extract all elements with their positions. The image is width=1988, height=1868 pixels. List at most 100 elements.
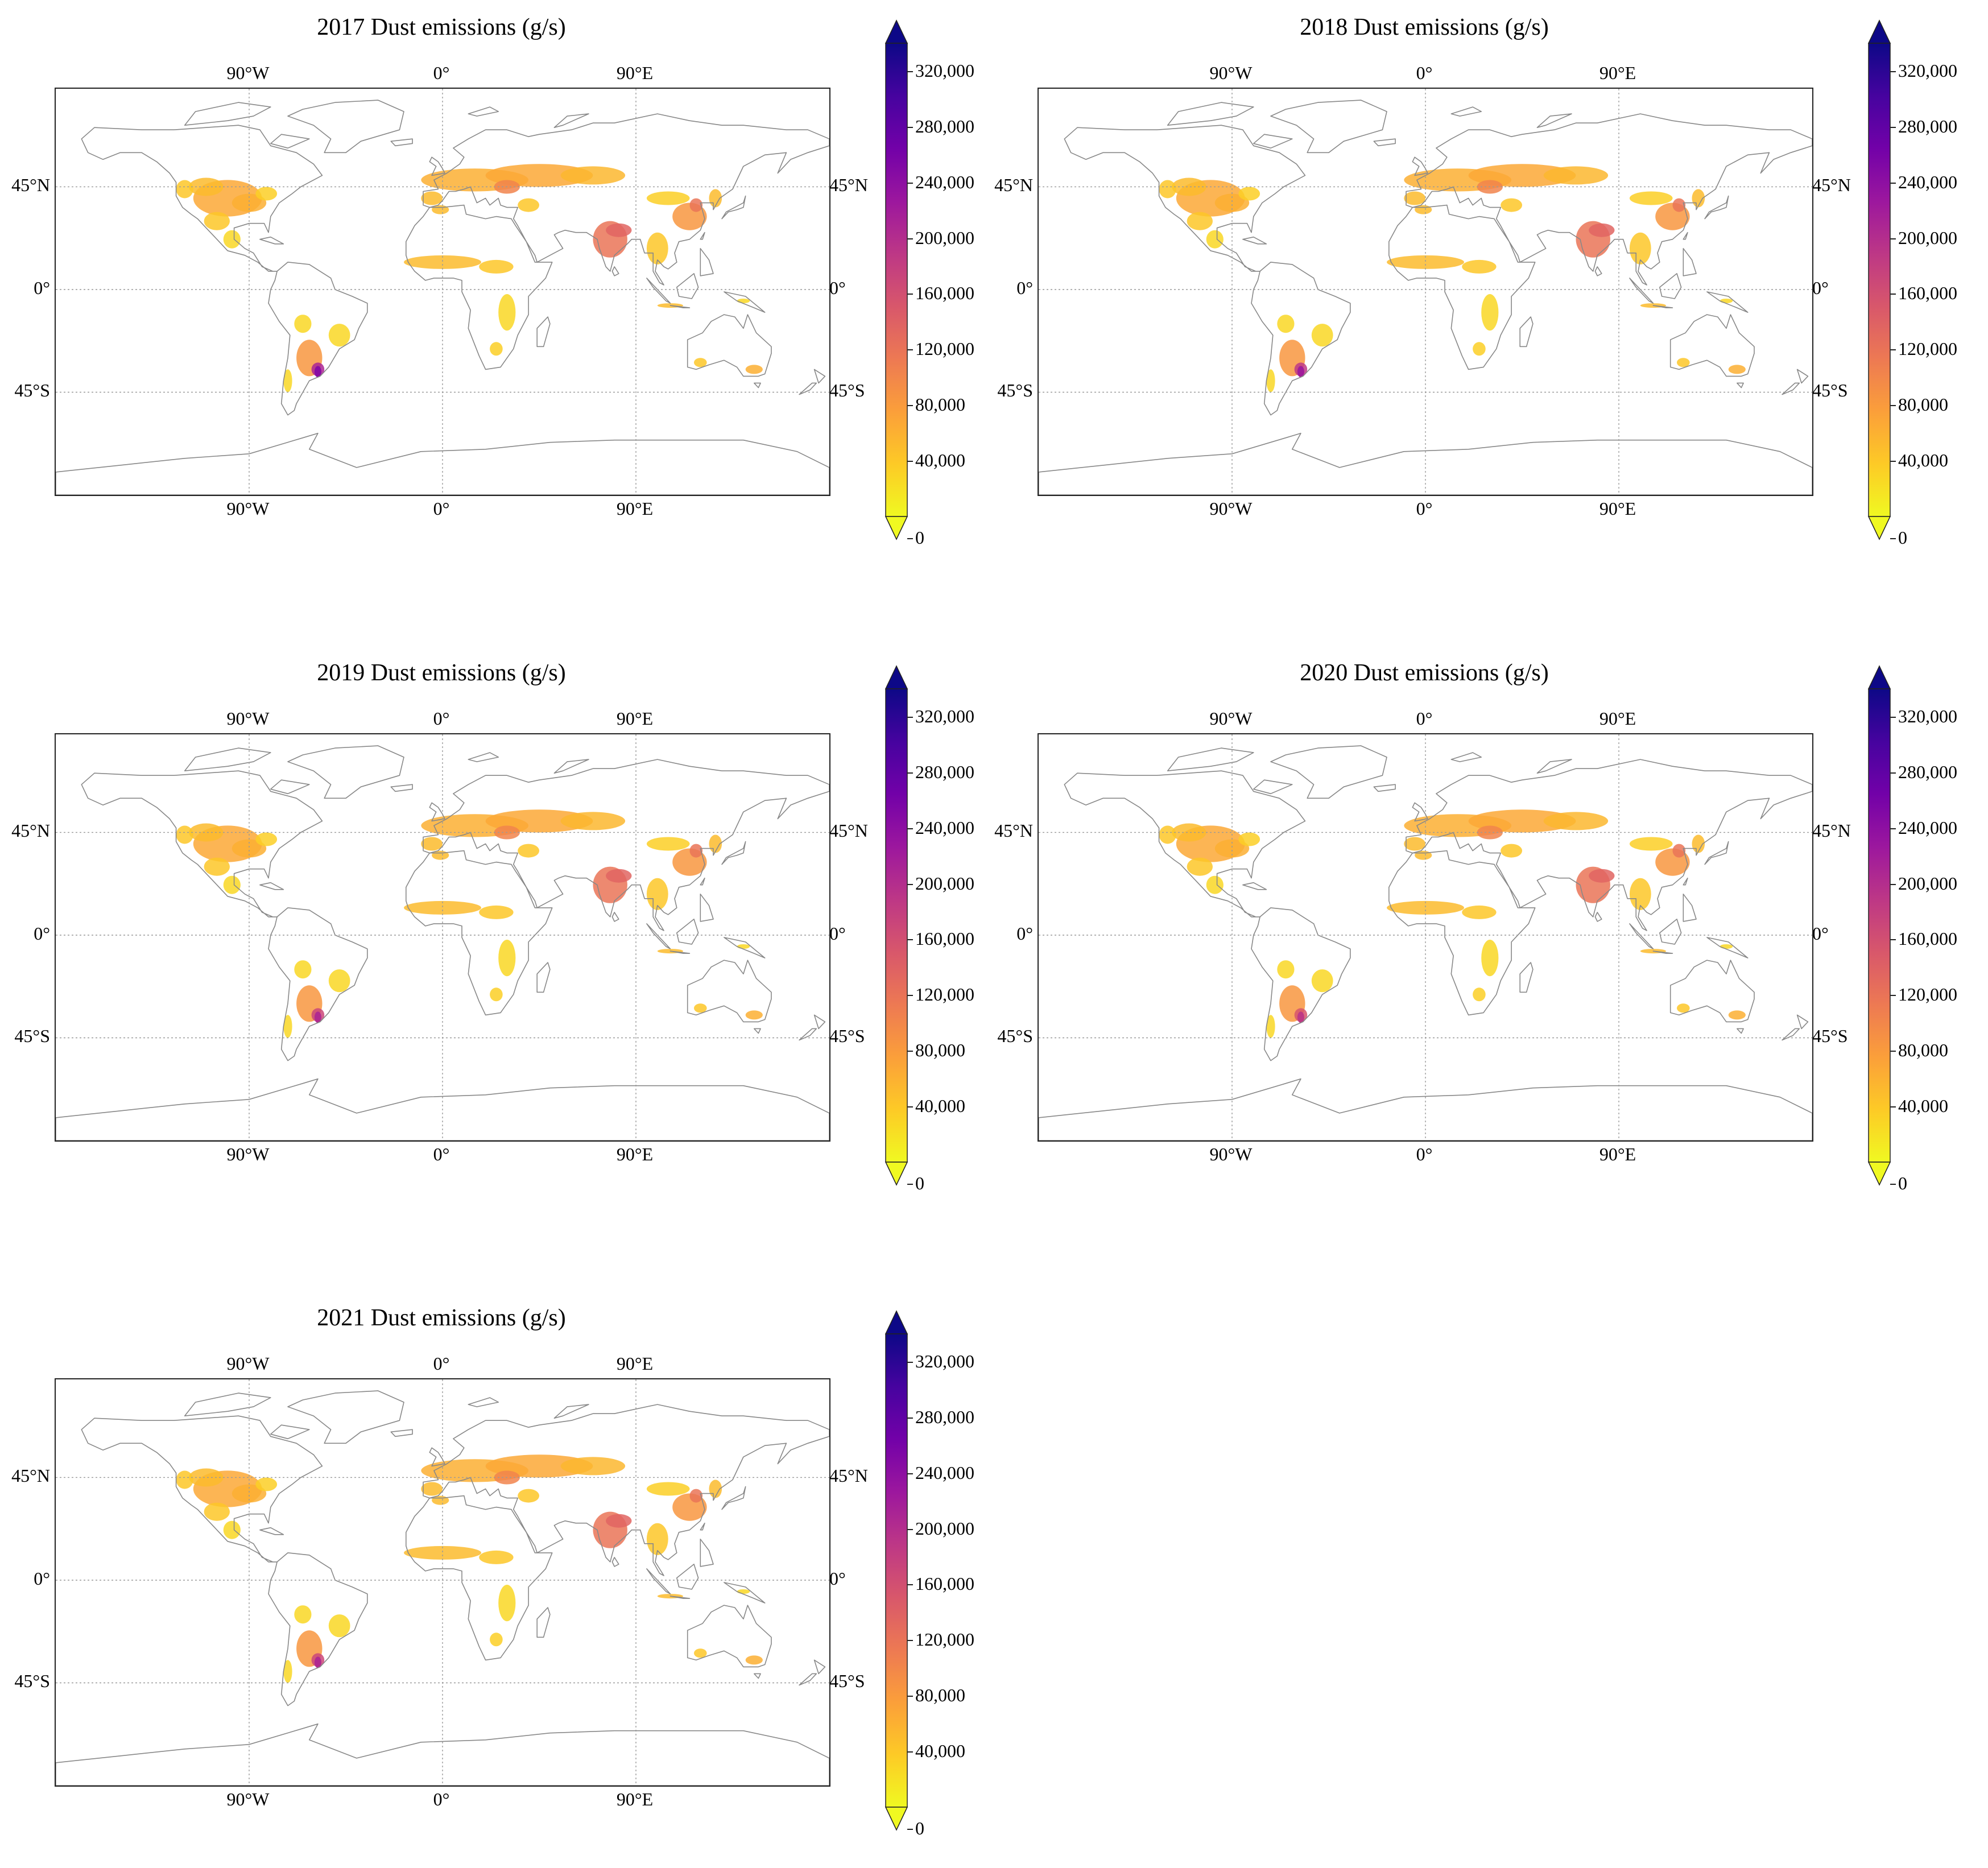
latitude-label-right: 45°S bbox=[1812, 380, 1848, 401]
colorbar-tick-label: 40,000 bbox=[1898, 450, 1948, 471]
dust-region bbox=[255, 832, 278, 846]
colorbar-graphic bbox=[885, 1310, 908, 1831]
dust-region bbox=[689, 198, 703, 212]
longitude-label: 0° bbox=[433, 498, 450, 519]
dust-region bbox=[1543, 812, 1609, 830]
colorbar-extend-max bbox=[885, 19, 908, 44]
map-title: 2020 Dust emissions (g/s) bbox=[1300, 660, 1549, 686]
coastline bbox=[646, 923, 671, 949]
longitude-label: 90°W bbox=[226, 1144, 270, 1164]
coastline bbox=[813, 1659, 826, 1675]
coastline bbox=[1659, 273, 1682, 299]
dust-region bbox=[745, 1010, 763, 1020]
coastline bbox=[1652, 305, 1673, 308]
dust-region bbox=[328, 1614, 350, 1638]
dust-region bbox=[1728, 365, 1746, 374]
longitude-label: 90°E bbox=[616, 63, 654, 83]
dust-region bbox=[204, 1502, 230, 1521]
coastline bbox=[1796, 1014, 1809, 1030]
colorbar-tick-label: 40,000 bbox=[1898, 1096, 1948, 1117]
dust-layer bbox=[176, 809, 763, 1038]
dust-region bbox=[1311, 969, 1333, 993]
colorbar-tickmark bbox=[907, 772, 913, 774]
dust-region bbox=[404, 900, 481, 915]
dust-region bbox=[1238, 187, 1260, 201]
coastlines bbox=[1039, 745, 1812, 1140]
coastline bbox=[1536, 759, 1572, 774]
coastline bbox=[1251, 907, 1351, 1061]
dust-region bbox=[176, 1470, 193, 1489]
coastline bbox=[1519, 962, 1534, 993]
dust-region bbox=[1387, 900, 1464, 915]
coastline bbox=[724, 1582, 766, 1603]
dust-region bbox=[1277, 315, 1295, 333]
longitude-label: 90°E bbox=[616, 1144, 654, 1164]
longitude-label: 0° bbox=[433, 708, 450, 729]
coastline bbox=[468, 1397, 499, 1407]
dust-region bbox=[404, 255, 481, 269]
colorbar-extend-min bbox=[885, 1807, 908, 1831]
coastline bbox=[1388, 850, 1536, 1016]
colorbar-tick-label: 240,000 bbox=[915, 1462, 974, 1483]
longitude-label: 90°W bbox=[1209, 708, 1253, 729]
coastlines bbox=[1039, 100, 1812, 495]
coastline bbox=[406, 204, 553, 370]
colorbar-tick-label: 160,000 bbox=[1898, 283, 1957, 304]
dust-layer bbox=[1159, 164, 1746, 392]
longitude-label: 90°E bbox=[1599, 498, 1636, 519]
coastline bbox=[390, 138, 413, 147]
colorbar-tick-label: 200,000 bbox=[1898, 873, 1957, 894]
dust-region bbox=[204, 212, 230, 230]
coastlines bbox=[56, 745, 829, 1140]
dust-region bbox=[737, 299, 750, 303]
map-canvas bbox=[1039, 734, 1812, 1140]
coastline bbox=[1167, 747, 1254, 771]
colorbar-tickmark bbox=[1890, 126, 1896, 128]
longitude-label: 90°E bbox=[616, 708, 654, 729]
colorbar-tickmark bbox=[1890, 1051, 1896, 1052]
dust-region bbox=[490, 987, 503, 1002]
coastline bbox=[1706, 937, 1749, 958]
coastline bbox=[423, 759, 829, 931]
coastline bbox=[1629, 923, 1654, 949]
colorbar-tickmark bbox=[1890, 71, 1896, 72]
colorbar-tick-label: 280,000 bbox=[915, 761, 974, 782]
coastline bbox=[700, 894, 714, 922]
colorbar-body bbox=[1868, 688, 1891, 1163]
colorbar-extend-max bbox=[1867, 665, 1891, 689]
coastline bbox=[799, 1028, 817, 1041]
colorbar-tick-label: 120,000 bbox=[915, 984, 974, 1005]
coastline bbox=[406, 850, 553, 1016]
coastline bbox=[1039, 1078, 1812, 1140]
colorbar-tickmark bbox=[1890, 1106, 1896, 1108]
dust-region bbox=[283, 369, 292, 392]
dust-region bbox=[646, 191, 690, 205]
coastline bbox=[259, 882, 284, 890]
coastline bbox=[268, 907, 368, 1061]
coastline bbox=[81, 125, 323, 272]
colorbar-graphic bbox=[1867, 665, 1891, 1186]
coastline bbox=[1782, 1028, 1800, 1041]
dust-region bbox=[498, 1585, 516, 1622]
colorbar-extend-min bbox=[1867, 516, 1891, 540]
dust-region bbox=[1159, 825, 1176, 844]
coastline bbox=[1412, 156, 1428, 176]
colorbar-tick-label: 0 bbox=[915, 1173, 924, 1193]
dust-region bbox=[498, 294, 516, 331]
map-title: 2021 Dust emissions (g/s) bbox=[317, 1305, 566, 1331]
dust-region bbox=[1462, 905, 1497, 919]
colorbar-tickmark bbox=[907, 1751, 913, 1753]
longitude-label: 90°W bbox=[1209, 1144, 1253, 1164]
dust-region bbox=[560, 166, 626, 185]
coastline bbox=[1659, 919, 1682, 945]
colorbar-body bbox=[1868, 43, 1891, 517]
colorbar-tick-label: 120,000 bbox=[915, 1629, 974, 1650]
colorbar-tickmark bbox=[907, 461, 913, 462]
coastline bbox=[1796, 369, 1809, 384]
coastline bbox=[184, 747, 271, 771]
latitude-label-right: 45°N bbox=[829, 1465, 868, 1486]
colorbar-tick-label: 240,000 bbox=[915, 171, 974, 192]
dust-region bbox=[1159, 180, 1176, 199]
dust-region bbox=[1672, 198, 1686, 212]
colorbar-extend-min bbox=[885, 516, 908, 540]
